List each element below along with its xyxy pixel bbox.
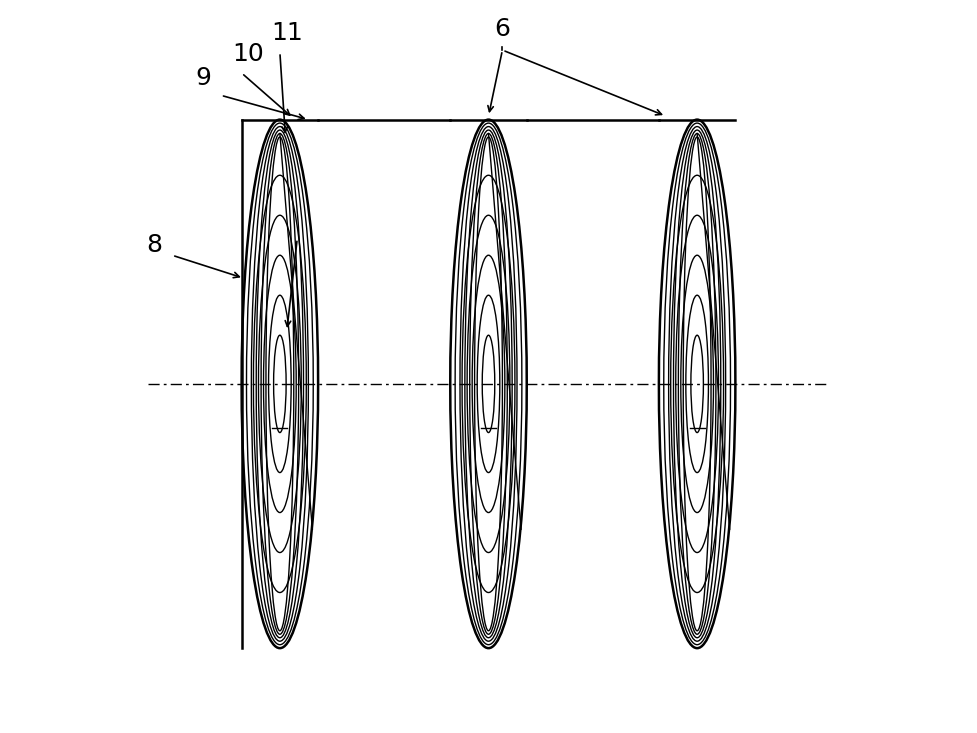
Text: 8: 8	[147, 233, 163, 257]
Text: 6: 6	[494, 17, 510, 41]
Text: 11: 11	[271, 21, 303, 45]
Text: 10: 10	[233, 42, 265, 65]
Text: 9: 9	[195, 66, 211, 90]
